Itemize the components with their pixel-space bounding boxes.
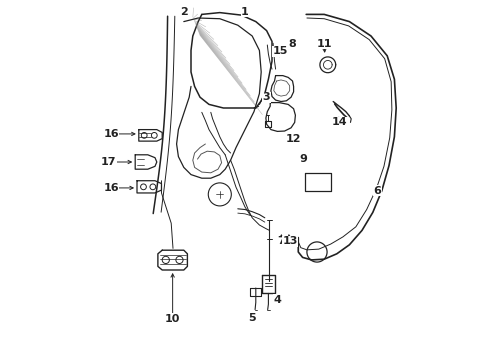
Text: 3: 3 (263, 92, 270, 102)
Text: 11: 11 (317, 39, 332, 49)
Text: 10: 10 (165, 314, 180, 324)
Text: 14: 14 (332, 117, 347, 127)
Text: 4: 4 (273, 294, 281, 305)
Text: 2: 2 (180, 6, 188, 17)
Text: 1: 1 (241, 6, 249, 17)
Text: 17: 17 (101, 157, 117, 167)
Text: 7: 7 (277, 236, 285, 246)
Text: 5: 5 (248, 312, 256, 323)
Text: 16: 16 (103, 183, 119, 193)
Text: 6: 6 (373, 186, 381, 196)
Text: 9: 9 (299, 154, 307, 164)
Text: 13: 13 (282, 236, 298, 246)
Text: 8: 8 (288, 39, 295, 49)
Text: 12: 12 (286, 134, 301, 144)
Text: 16: 16 (103, 129, 119, 139)
Text: 15: 15 (272, 46, 288, 56)
